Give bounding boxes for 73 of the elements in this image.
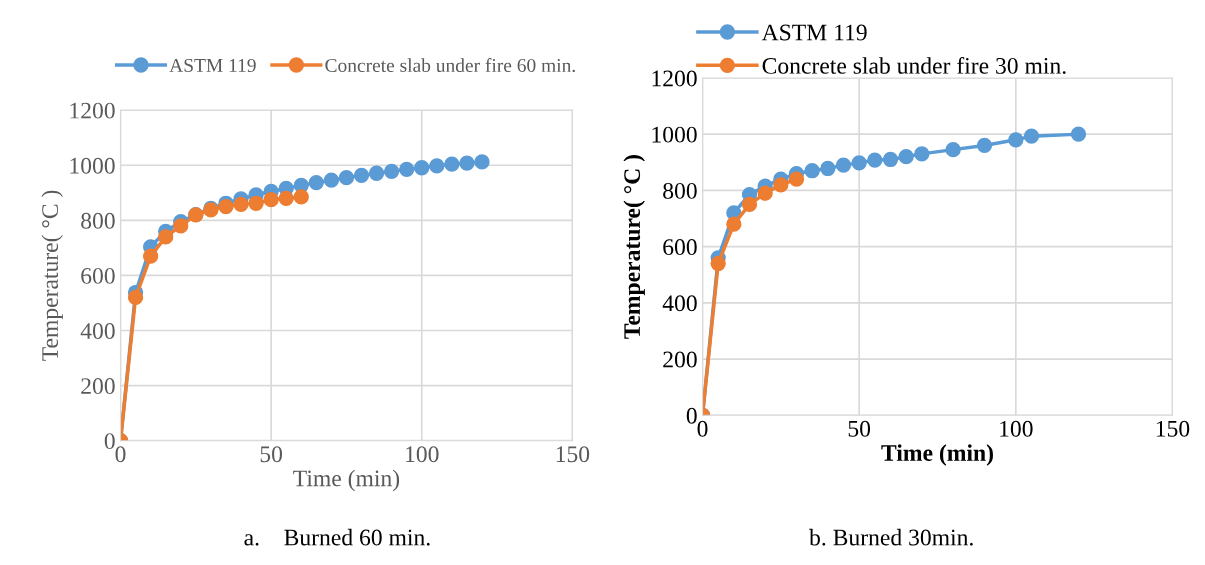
point: [323, 172, 340, 188]
point: [898, 149, 914, 165]
point: [278, 190, 294, 206]
x-tick-label: 100: [1000, 420, 1033, 437]
point: [429, 158, 445, 174]
y-tick-label: 200: [663, 351, 697, 368]
point: [173, 218, 189, 234]
point: [1023, 128, 1040, 144]
point: [218, 198, 234, 215]
y-tick-label: 0: [104, 433, 115, 450]
point: [867, 152, 883, 168]
point: [383, 163, 400, 179]
point: [368, 165, 385, 181]
point: [414, 160, 430, 176]
y-tick-label: 1200: [70, 102, 115, 119]
point: [757, 185, 773, 201]
y-tick-label: 400: [662, 295, 697, 312]
x-axis-title: Time (min): [881, 444, 993, 466]
y-tick-label: 200: [81, 378, 115, 395]
point: [263, 192, 279, 208]
y-axis-title: Temperature( °C ): [41, 190, 63, 361]
y-tick-label: 1200: [652, 70, 697, 87]
x-tick-label: 0: [697, 420, 708, 437]
point: [399, 161, 415, 178]
legend-label: Concrete slab under fire 60 min.: [325, 58, 575, 73]
point: [293, 189, 309, 205]
y-axis-title: Temperature( °C ): [623, 155, 645, 339]
y-tick-label: 800: [663, 182, 697, 199]
point: [773, 177, 789, 193]
point: [338, 170, 355, 186]
y-tick-label: 400: [80, 323, 115, 339]
y-tick-label: 1000: [652, 126, 697, 143]
legend-label: Concrete slab under fire 30 min.: [762, 56, 1066, 74]
x-tick-label: 50: [848, 420, 871, 437]
point: [308, 174, 324, 191]
point: [945, 142, 961, 158]
text: b. Burned 30min.: [809, 528, 973, 546]
point: [1008, 132, 1024, 148]
point: [459, 155, 475, 171]
point: [788, 171, 805, 187]
legend-label: ASTM 119: [169, 58, 256, 73]
point: [851, 155, 867, 171]
point: [233, 196, 249, 213]
point: [976, 137, 993, 154]
point: [726, 216, 742, 232]
x-tick-label: 0: [115, 446, 126, 463]
point: [474, 154, 490, 170]
legend-label: ASTM 119: [761, 24, 867, 41]
point: [804, 163, 820, 179]
y-tick-label: 0: [686, 407, 697, 424]
y-tick-label: 600: [81, 267, 115, 284]
point: [820, 160, 836, 177]
point: [741, 196, 758, 213]
x-tick-label: 150: [556, 446, 590, 463]
point: [444, 156, 460, 172]
point: [914, 146, 930, 162]
point: [710, 255, 726, 272]
point: [158, 229, 174, 245]
point: [248, 195, 264, 211]
x-tick-label: 50: [260, 446, 283, 463]
text: a. Burned 60 min.: [244, 528, 430, 546]
x-tick-label: 100: [406, 446, 439, 463]
x-axis-title: Time (min): [293, 469, 400, 492]
point: [1070, 126, 1087, 142]
point: [835, 157, 852, 173]
point: [142, 248, 159, 264]
point: [353, 167, 370, 184]
x-tick-label: 150: [1156, 420, 1190, 437]
y-tick-label: 600: [663, 239, 697, 256]
y-tick-label: 800: [81, 212, 115, 229]
y-tick-label: 1000: [70, 157, 115, 174]
point: [882, 151, 899, 168]
point: [127, 289, 144, 306]
